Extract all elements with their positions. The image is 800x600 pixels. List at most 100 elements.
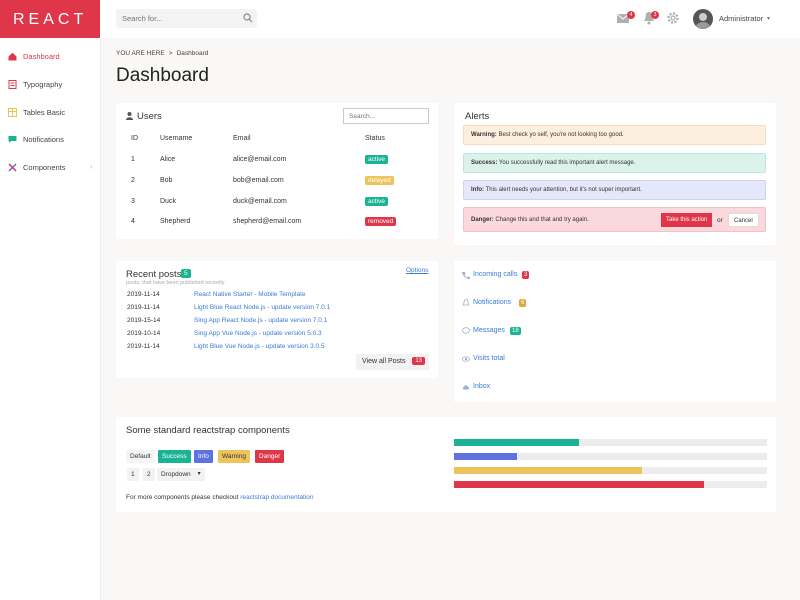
sidebar-item-label: Tables Basic bbox=[23, 108, 66, 117]
alert-warning: Warning: Best check yo self, you're not … bbox=[463, 125, 766, 145]
post-date: 2019-15-14 bbox=[127, 317, 161, 324]
progress-fill bbox=[454, 439, 580, 446]
status-badge: delayed bbox=[365, 176, 394, 185]
user-icon bbox=[126, 112, 133, 120]
post-link[interactable]: Sing App React Node.js - update version … bbox=[194, 317, 328, 324]
progress-bar bbox=[454, 439, 767, 446]
phone-icon bbox=[462, 272, 470, 279]
post-link[interactable]: Light Blue React Node.js - update versio… bbox=[194, 304, 331, 311]
post-date: 2019-11-14 bbox=[127, 304, 160, 311]
status-badge: active bbox=[365, 155, 388, 164]
alert-text: This alert needs your attention, but it'… bbox=[485, 187, 642, 193]
row-id: 1 bbox=[131, 156, 135, 163]
typography-icon bbox=[8, 80, 17, 89]
progress-fill bbox=[454, 453, 517, 460]
components-card: Some standard reactstrap components Defa… bbox=[116, 417, 776, 512]
breadcrumb-prefix: YOU ARE HERE bbox=[116, 50, 165, 57]
chevron-right-icon: › bbox=[90, 164, 93, 171]
post-link[interactable]: Light Blue Vue Node.js - update version … bbox=[194, 343, 325, 350]
brand-logo[interactable]: REACT bbox=[0, 0, 100, 38]
notifications-badge: 6 bbox=[519, 299, 527, 307]
alert-label: Success: bbox=[471, 160, 498, 166]
reactstrap-docs-link[interactable]: reactstrap documentation bbox=[240, 494, 314, 501]
alert-or-text: or bbox=[717, 217, 723, 224]
row-email: bob@email.com bbox=[233, 177, 284, 184]
breadcrumb: YOU ARE HERE > Dashboard bbox=[116, 50, 208, 57]
user-name[interactable]: Administrator bbox=[719, 14, 764, 23]
page-1-button[interactable]: 1 bbox=[127, 468, 139, 481]
row-id: 4 bbox=[131, 218, 135, 225]
tables-icon bbox=[8, 108, 17, 117]
alerts-card: Alerts Warning: Best check yo self, you'… bbox=[454, 103, 776, 245]
success-button[interactable]: Success bbox=[158, 450, 191, 463]
dropdown-label: Dropdown bbox=[161, 471, 191, 478]
messages-badge: 18 bbox=[510, 327, 521, 335]
search-icon[interactable] bbox=[243, 13, 253, 23]
alert-text: Best check yo self, you're not looking t… bbox=[498, 132, 624, 138]
alert-info: Info: This alert needs your attention, b… bbox=[463, 180, 766, 200]
column-header-id: ID bbox=[131, 135, 138, 142]
progress-bar bbox=[454, 467, 767, 474]
incoming-calls-link[interactable]: Incoming calls bbox=[473, 271, 518, 278]
search-input[interactable] bbox=[116, 9, 257, 28]
messages-link[interactable]: Messages bbox=[473, 327, 505, 334]
home-icon bbox=[8, 52, 17, 61]
post-date: 2019-10-14 bbox=[127, 330, 161, 337]
gear-icon[interactable] bbox=[666, 11, 680, 25]
caret-down-icon: ▾ bbox=[197, 471, 201, 477]
users-search-input[interactable] bbox=[343, 108, 429, 124]
sidebar-item-components[interactable]: Components › bbox=[0, 158, 100, 178]
take-action-button[interactable]: Take this action bbox=[661, 213, 713, 227]
posts-title: Recent posts bbox=[126, 269, 182, 280]
sidebar-item-label: Dashboard bbox=[23, 52, 60, 61]
row-id: 2 bbox=[131, 177, 135, 184]
danger-button[interactable]: Danger bbox=[255, 450, 285, 463]
mail-count-badge: 4 bbox=[627, 11, 635, 19]
components-footer-text: For more components please checkout reac… bbox=[126, 494, 314, 501]
avatar[interactable] bbox=[693, 9, 713, 29]
view-all-posts-button[interactable]: View all Posts 13 bbox=[356, 354, 429, 370]
chevron-down-icon[interactable]: ▾ bbox=[767, 16, 771, 22]
post-link[interactable]: React Native Starter - Mobile Template bbox=[194, 291, 306, 298]
page-2-button[interactable]: 2 bbox=[143, 468, 155, 481]
alert-label: Info: bbox=[471, 187, 484, 193]
sidebar-item-notifications[interactable]: Notifications bbox=[0, 130, 100, 150]
footer-text: For more components please checkout bbox=[126, 494, 239, 501]
warning-button[interactable]: Warning bbox=[218, 450, 250, 463]
dropdown-button[interactable]: Dropdown ▾ bbox=[157, 468, 205, 481]
info-button[interactable]: Info bbox=[194, 450, 213, 463]
alert-text: You successfully read this important ale… bbox=[498, 160, 636, 166]
topbar: 4 3 Administrator ▾ bbox=[100, 0, 800, 38]
notifications-link[interactable]: Notifications bbox=[473, 299, 512, 306]
row-username: Shepherd bbox=[160, 218, 191, 225]
bell-count-badge: 3 bbox=[651, 11, 659, 19]
posts-subtitle: posts, that have been published recently bbox=[126, 280, 225, 286]
default-button[interactable]: Default bbox=[126, 450, 155, 463]
bell-icon bbox=[462, 299, 470, 306]
sidebar-item-tables-basic[interactable]: Tables Basic bbox=[0, 103, 100, 123]
cancel-button[interactable]: Cancel bbox=[728, 213, 759, 227]
stats-links-card: Incoming calls 3 Notifications 6 Message… bbox=[454, 261, 776, 402]
sidebar-item-label: Typography bbox=[23, 80, 63, 89]
sidebar-item-label: Components bbox=[23, 163, 66, 172]
components-icon bbox=[8, 163, 17, 172]
sidebar-item-typography[interactable]: Typography bbox=[0, 75, 100, 95]
options-link[interactable]: Options bbox=[406, 267, 429, 274]
progress-bar bbox=[454, 453, 767, 460]
components-title: Some standard reactstrap components bbox=[126, 425, 290, 436]
post-date: 2019-11-14 bbox=[127, 291, 160, 298]
row-email: alice@email.com bbox=[233, 156, 287, 163]
sidebar-item-label: Notifications bbox=[23, 135, 64, 144]
alert-text: Change this and that and try again. bbox=[495, 217, 589, 223]
breadcrumb-current[interactable]: Dashboard bbox=[176, 50, 209, 57]
post-link[interactable]: Sing App Vue Node.js - update version 5.… bbox=[194, 330, 322, 337]
users-card: Users ID Username Email Status 1 Alice a… bbox=[116, 103, 438, 239]
sidebar: Dashboard Typography Tables Basic Notifi… bbox=[0, 38, 101, 600]
visits-total-link[interactable]: Visits total bbox=[473, 355, 505, 362]
posts-count-badge: 5 bbox=[181, 269, 191, 278]
column-header-status: Status bbox=[365, 135, 385, 142]
sidebar-item-dashboard[interactable]: Dashboard bbox=[0, 47, 100, 67]
inbox-link[interactable]: Inbox bbox=[473, 383, 491, 390]
view-all-count-badge: 13 bbox=[412, 357, 425, 365]
progress-fill bbox=[454, 467, 642, 474]
